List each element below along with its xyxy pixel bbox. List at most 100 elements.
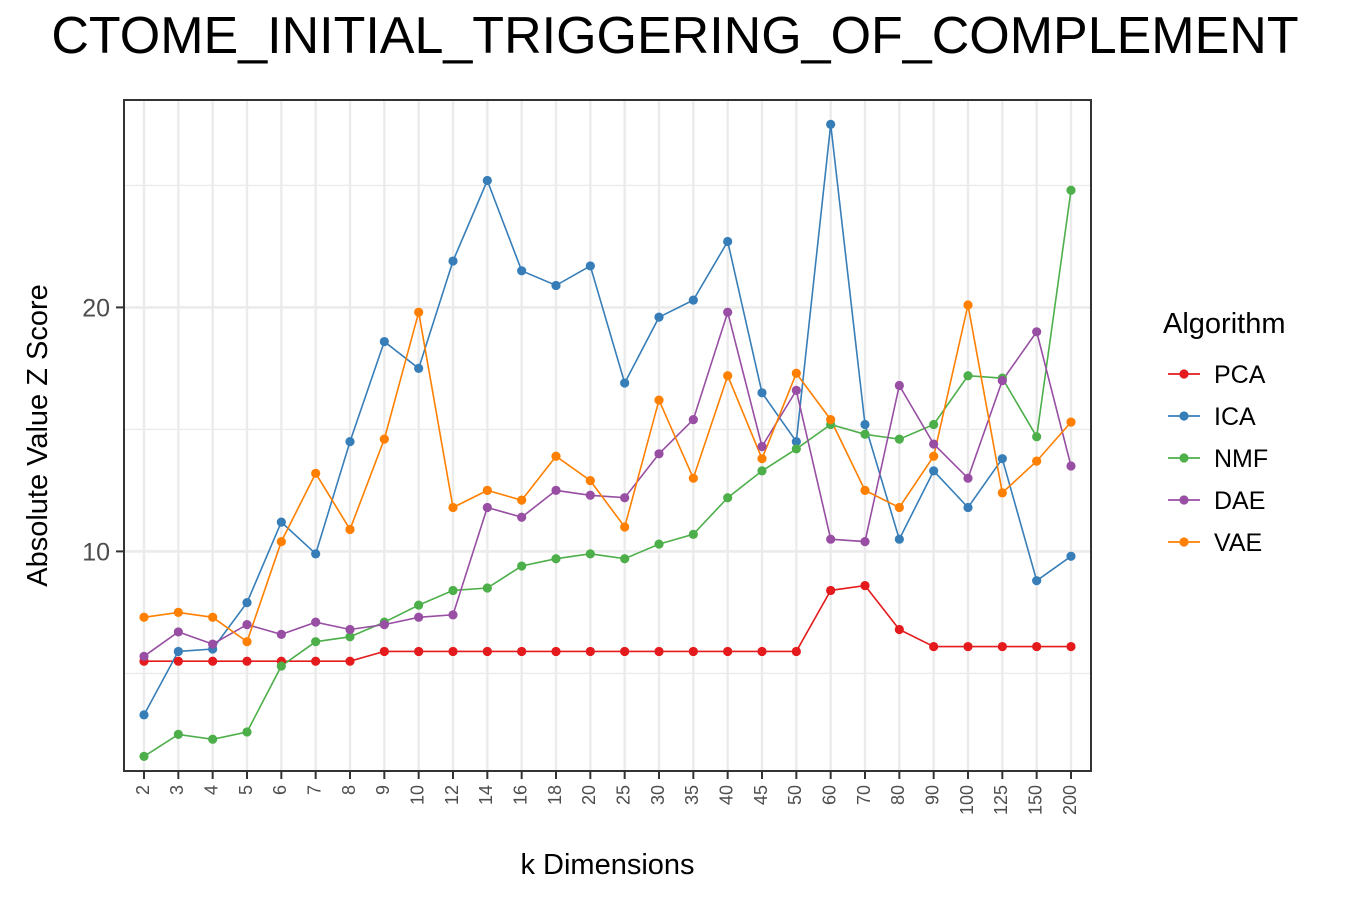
data-point-vae <box>1032 456 1042 466</box>
data-point-pca <box>173 656 183 666</box>
data-point-pca <box>448 646 458 657</box>
data-point-pca <box>688 646 698 657</box>
x-tick-label: 10 <box>407 785 427 805</box>
data-point-dae <box>620 493 630 503</box>
x-tick-label: 2 <box>133 785 153 795</box>
x-tick-label: 70 <box>854 785 874 805</box>
x-tick-label: 14 <box>476 785 496 805</box>
data-point-dae <box>1066 461 1076 471</box>
data-point-vae <box>173 607 183 618</box>
y-tick-label: 10 <box>82 538 110 566</box>
data-point-nmf <box>1032 432 1042 442</box>
data-point-dae <box>345 624 355 635</box>
legend-key-point-pca <box>1179 369 1189 379</box>
data-point-nmf <box>551 554 561 564</box>
data-point-dae <box>826 534 836 544</box>
legend-label-nmf: NMF <box>1214 445 1268 473</box>
data-point-nmf <box>723 493 733 503</box>
data-point-nmf <box>208 734 218 744</box>
x-tick-label: 20 <box>579 785 599 805</box>
data-point-pca <box>620 646 630 657</box>
data-point-vae <box>826 415 836 425</box>
data-point-ica <box>414 363 424 373</box>
data-point-ica <box>517 266 527 276</box>
data-point-ica <box>688 295 698 305</box>
data-point-ica <box>173 646 183 657</box>
grid-lines <box>124 100 1091 771</box>
data-point-dae <box>173 627 183 637</box>
data-point-vae <box>414 307 424 317</box>
data-point-pca <box>1032 641 1042 652</box>
data-point-ica <box>242 598 252 608</box>
data-point-nmf <box>791 444 801 454</box>
chart-title: CTOME_INITIAL_TRIGGERING_OF_COMPLEMENT <box>51 7 1299 65</box>
data-point-vae <box>585 476 595 486</box>
data-point-nmf <box>276 661 286 671</box>
data-point-dae <box>688 415 698 425</box>
data-point-ica <box>723 236 733 247</box>
data-point-ica <box>963 502 973 513</box>
data-point-pca <box>654 646 664 657</box>
x-tick-label: 18 <box>545 785 565 805</box>
data-point-dae <box>517 512 527 522</box>
data-point-pca <box>826 585 836 596</box>
data-point-nmf <box>448 585 458 596</box>
x-tick-label: 35 <box>682 785 702 805</box>
data-point-nmf <box>517 561 527 571</box>
data-point-dae <box>894 380 904 391</box>
series-line-dae <box>143 309 1072 657</box>
data-point-pca <box>1066 641 1076 652</box>
data-point-dae <box>585 490 595 500</box>
data-point-vae <box>448 502 458 513</box>
data-point-ica <box>791 437 801 447</box>
data-point-nmf <box>894 434 904 444</box>
data-point-nmf <box>311 637 321 647</box>
x-axis-title: k Dimensions <box>520 849 694 881</box>
data-point-pca <box>585 646 595 657</box>
data-point-pca <box>379 646 389 657</box>
series-line-nmf <box>143 190 1072 758</box>
data-point-ica <box>448 256 458 266</box>
legend-label-dae: DAE <box>1214 487 1265 515</box>
x-tick-label: 9 <box>373 785 393 795</box>
data-point-vae <box>654 395 664 405</box>
data-point-nmf <box>757 466 767 476</box>
x-tick-label: 125 <box>991 785 1011 815</box>
data-point-ica <box>654 312 664 322</box>
data-point-vae <box>860 485 870 495</box>
axes: 2 3 4 5 6 7 8 9 10 12 14 16 18 20 25 30 35 40 45 50 60 70 80 90… <box>82 294 1080 815</box>
data-point-ica <box>757 388 767 398</box>
data-point-pca <box>963 641 973 652</box>
data-point-ica <box>826 119 836 129</box>
data-point-ica <box>894 534 904 544</box>
legend-title: Algorithm <box>1163 308 1286 340</box>
data-point-nmf <box>963 371 973 381</box>
legend-key-point-ica <box>1179 411 1189 421</box>
data-point-ica <box>551 280 561 291</box>
data-point-dae <box>242 620 252 630</box>
data-point-dae <box>860 537 870 547</box>
data-point-vae <box>723 371 733 381</box>
data-point-nmf <box>620 554 630 564</box>
data-point-vae <box>208 612 218 622</box>
y-tick-label: 20 <box>82 294 110 322</box>
data-point-vae <box>757 454 767 464</box>
data-point-vae <box>139 612 149 622</box>
data-point-ica <box>620 378 630 388</box>
data-point-dae <box>929 439 939 449</box>
data-point-vae <box>929 451 939 461</box>
x-tick-label: 7 <box>304 785 324 795</box>
x-tick-label: 90 <box>922 785 942 805</box>
x-tick-label: 150 <box>1025 785 1045 815</box>
legend-label-pca: PCA <box>1214 361 1266 389</box>
y-axis-title: Absolute Value Z Score <box>22 284 54 587</box>
data-point-vae <box>482 485 492 495</box>
data-point-pca <box>517 646 527 657</box>
data-point-dae <box>482 502 492 513</box>
legend-key-point-vae <box>1179 537 1189 547</box>
data-point-ica <box>1066 551 1076 561</box>
x-tick-label: 3 <box>167 785 187 795</box>
data-point-vae <box>276 537 286 547</box>
data-point-nmf <box>860 429 870 439</box>
data-point-dae <box>757 441 767 452</box>
